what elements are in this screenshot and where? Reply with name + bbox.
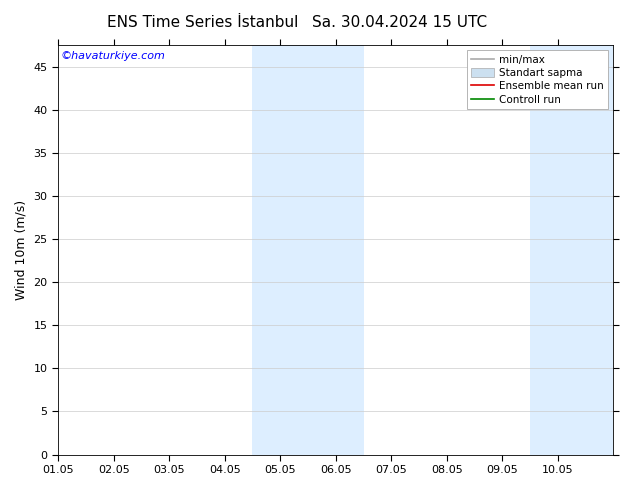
Bar <box>530 45 586 455</box>
Y-axis label: Wind 10m (m/s): Wind 10m (m/s) <box>15 200 28 300</box>
Text: Sa. 30.04.2024 15 UTC: Sa. 30.04.2024 15 UTC <box>312 15 487 30</box>
Bar <box>252 45 308 455</box>
Bar <box>308 45 363 455</box>
Text: ENS Time Series İstanbul: ENS Time Series İstanbul <box>107 15 299 30</box>
Legend: min/max, Standart sapma, Ensemble mean run, Controll run: min/max, Standart sapma, Ensemble mean r… <box>467 50 608 109</box>
Text: ©havaturkiye.com: ©havaturkiye.com <box>61 51 165 61</box>
Bar <box>586 45 634 455</box>
